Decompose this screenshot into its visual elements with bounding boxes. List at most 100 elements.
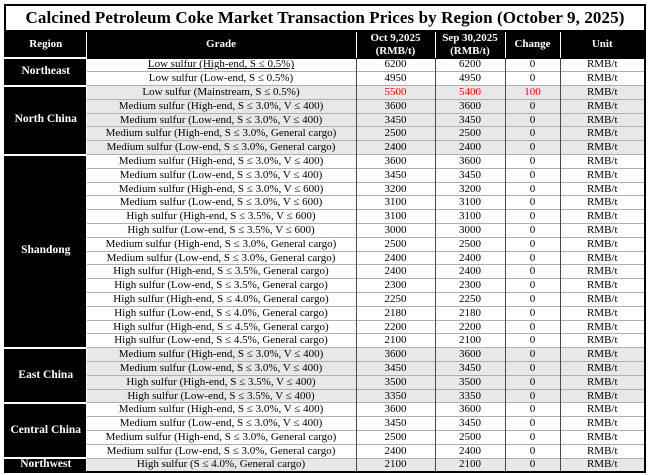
change-cell: 0: [504, 430, 560, 445]
unit-cell: RMB/t: [559, 195, 645, 210]
col-header-region: Region: [5, 31, 86, 59]
unit-cell: RMB/t: [559, 443, 645, 459]
price-oct-cell: 2400: [355, 264, 435, 279]
grade-cell: Medium sulfur (High-end, S ≤ 3.0%, Gener…: [85, 126, 356, 141]
change-cell: 0: [504, 57, 560, 72]
price-sep-cell: 2300: [434, 278, 505, 293]
col-header-change: Change: [504, 31, 560, 59]
table-row: High sulfur (Low-end, S ≤ 4.5%, General …: [5, 333, 645, 348]
change-cell: 0: [504, 250, 560, 265]
grade-cell: Medium sulfur (High-end, S ≤ 3.0%, V ≤ 4…: [85, 154, 356, 169]
change-cell: 0: [504, 416, 560, 431]
table-row: High sulfur (Low-end, S ≤ 3.5%, V ≤ 400)…: [5, 388, 645, 403]
grade-cell: High sulfur (High-end, S ≤ 4.0%, General…: [85, 292, 356, 307]
price-sep-cell: 3600: [434, 347, 505, 362]
change-cell: 100: [504, 85, 560, 100]
page: Calcined Petroleum Coke Market Transacti…: [4, 4, 646, 473]
unit-cell: RMB/t: [559, 264, 645, 279]
price-oct-cell: 2250: [355, 292, 435, 307]
change-cell: 0: [504, 236, 560, 252]
page-title: Calcined Petroleum Coke Market Transacti…: [5, 5, 645, 32]
grade-cell: Medium sulfur (Low-end, S ≤ 3.0%, V ≤ 40…: [85, 112, 356, 127]
price-sep-cell: 2180: [434, 305, 505, 321]
grade-cell: High sulfur (Low-end, S ≤ 4.0%, General …: [85, 305, 356, 321]
unit-cell: RMB/t: [559, 388, 645, 403]
change-cell: 0: [504, 223, 560, 238]
title-row: Calcined Petroleum Coke Market Transacti…: [5, 5, 645, 32]
unit-cell: RMB/t: [559, 402, 645, 417]
unit-cell: RMB/t: [559, 209, 645, 224]
table-row: Medium sulfur (High-end, S ≤ 3.0%, Gener…: [5, 430, 645, 445]
change-cell: 0: [504, 181, 560, 196]
unit-cell: RMB/t: [559, 292, 645, 307]
region-cell: East China: [5, 346, 87, 403]
grade-cell: Medium sulfur (High-end, S ≤ 3.0%, Gener…: [85, 236, 356, 252]
grade-cell: Medium sulfur (High-end, S ≤ 3.0%, V ≤ 4…: [85, 347, 356, 362]
price-oct-cell: 5500: [355, 85, 435, 100]
header-row: Region Grade Oct 9,2025 (RMB/t) Sep 30,2…: [5, 31, 645, 59]
grade-cell: High sulfur (Low-end, S ≤ 3.5%, V ≤ 400): [85, 388, 356, 403]
unit-cell: RMB/t: [559, 112, 645, 127]
col-header-oct: Oct 9,2025 (RMB/t): [355, 31, 435, 59]
table-row: High sulfur (High-end, S ≤ 3.5%, V ≤ 600…: [5, 209, 645, 224]
table-row: High sulfur (High-end, S ≤ 3.5%, General…: [5, 264, 645, 279]
table-row: East China Medium sulfur (High-end, S ≤ 3…: [5, 346, 645, 403]
grade-cell: High sulfur (High-end, S ≤ 3.5%, V ≤ 400…: [85, 374, 356, 390]
table-row: Medium sulfur (Low-end, S ≤ 3.0%, Genera…: [5, 140, 645, 155]
price-sep-cell: 3600: [434, 98, 505, 114]
change-cell: 0: [504, 126, 560, 141]
price-sep-cell: 2200: [434, 319, 505, 334]
grade-cell: Medium sulfur (Low-end, S ≤ 3.0%, V ≤ 40…: [85, 361, 356, 376]
price-oct-cell: 3600: [355, 347, 435, 362]
price-sep-cell: 3450: [434, 112, 505, 127]
price-oct-cell: 3000: [355, 223, 435, 238]
price-sep-cell: 3450: [434, 361, 505, 376]
unit-cell: RMB/t: [559, 347, 645, 362]
unit-cell: RMB/t: [559, 374, 645, 390]
table-row: High sulfur (High-end, S ≤ 4.0%, General…: [5, 292, 645, 307]
table-row: Medium sulfur (Low-end, S ≤ 3.0%, V ≤ 40…: [5, 416, 645, 431]
price-oct-cell: 2400: [355, 250, 435, 265]
price-sep-cell: 3600: [434, 402, 505, 417]
price-oct-cell: 2300: [355, 278, 435, 293]
table-row: Medium sulfur (Low-end, S ≤ 3.0%, Genera…: [5, 250, 645, 265]
price-oct-cell: 3600: [355, 402, 435, 417]
table-row: North China Low sulfur (Mainstream, S ≤ 0…: [5, 84, 645, 155]
price-oct-cell: 3200: [355, 181, 435, 196]
change-cell: 0: [504, 402, 560, 417]
col-header-grade: Grade: [85, 31, 356, 59]
table-row: Low sulfur (Low-end, S ≤ 0.5%) 4950 4950 0 R…: [5, 71, 645, 86]
grade-cell: Medium sulfur (Low-end, S ≤ 3.0%, V ≤ 40…: [85, 167, 356, 183]
change-cell: 0: [504, 112, 560, 127]
unit-cell: RMB/t: [559, 250, 645, 265]
grade-cell: Medium sulfur (High-end, S ≤ 3.0%, V ≤ 4…: [85, 402, 356, 417]
region-cell: Northwest: [5, 457, 87, 472]
grade-cell: Low sulfur (High-end, S ≤ 0.5%): [85, 57, 356, 72]
unit-cell: RMB/t: [559, 333, 645, 348]
unit-cell: RMB/t: [559, 305, 645, 321]
unit-cell: RMB/t: [559, 361, 645, 376]
unit-cell: RMB/t: [559, 154, 645, 169]
change-cell: 0: [504, 305, 560, 321]
grade-cell: Low sulfur (Low-end, S ≤ 0.5%): [85, 71, 356, 86]
change-cell: 0: [504, 71, 560, 86]
price-oct-cell: 4950: [355, 71, 435, 86]
grade-cell: High sulfur (Low-end, S ≤ 3.5%, General …: [85, 278, 356, 293]
region-cell: Central China: [5, 401, 87, 459]
unit-cell: RMB/t: [559, 236, 645, 252]
grade-cell: Medium sulfur (High-end, S ≤ 3.0%, V ≤ 6…: [85, 181, 356, 196]
change-cell: 0: [504, 154, 560, 169]
price-sep-cell: 2100: [434, 457, 505, 472]
table-row: Medium sulfur (Low-end, S ≤ 3.0%, Genera…: [5, 443, 645, 459]
change-cell: 0: [504, 457, 560, 472]
price-sep-cell: 2500: [434, 430, 505, 445]
price-oct-cell: 3450: [355, 416, 435, 431]
unit-cell: RMB/t: [559, 57, 645, 72]
table-row: Medium sulfur (High-end, S ≤ 3.0%, V ≤ 6…: [5, 181, 645, 196]
grade-cell: Medium sulfur (Low-end, S ≤ 3.0%, Genera…: [85, 140, 356, 155]
col-header-sep-line2: (RMB/t): [450, 44, 490, 57]
change-cell: 0: [504, 443, 560, 459]
region-cell: Shandong: [5, 153, 87, 348]
unit-cell: RMB/t: [559, 278, 645, 293]
price-sep-cell: 3450: [434, 416, 505, 431]
